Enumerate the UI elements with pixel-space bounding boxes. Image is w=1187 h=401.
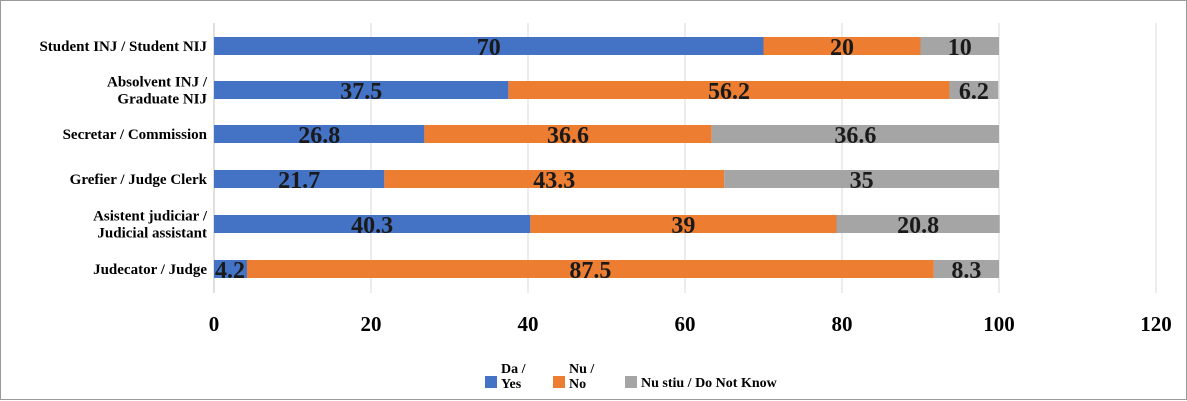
legend-label: Da / Yes (501, 362, 527, 392)
category-label: Absolvent INJ / Graduate NIJ (107, 75, 208, 108)
x-tick-label: 60 (675, 312, 696, 336)
bar-segment (711, 125, 999, 143)
category-label: Grefier / Judge Clerk (70, 172, 208, 188)
bar-segment (214, 215, 531, 233)
x-tick-label: 40 (518, 312, 539, 336)
legend-swatch (625, 376, 637, 388)
data-label: 6.2 (959, 79, 989, 105)
bar-segment (836, 215, 1000, 233)
category-label: Judecator / Judge (93, 262, 207, 278)
bar-segment (246, 260, 934, 278)
bar-segment (424, 125, 712, 143)
legend-label: Nu / No (569, 362, 595, 392)
data-label: 4.2 (215, 258, 245, 284)
bar-segment (920, 37, 999, 55)
gridlines (213, 23, 1157, 293)
bar-segment (933, 260, 999, 278)
x-tick-label: 0 (209, 312, 220, 336)
legend-swatch (485, 376, 497, 388)
data-label: 37.5 (340, 79, 382, 105)
category-label: Secretar / Commission (63, 127, 208, 143)
data-label: 36.6 (834, 123, 876, 149)
bar-segment (724, 170, 999, 188)
data-label: 87.5 (569, 258, 611, 284)
bar-segment (949, 81, 999, 99)
data-label: 56.2 (708, 79, 750, 105)
data-label: 40.3 (351, 213, 393, 239)
bars: 70 20 10 37.5 56.2 6.2 26.8 36.6 36.6 21.7 43.3 35 4… (214, 35, 1000, 284)
data-label: 26.8 (298, 123, 340, 149)
x-tick-label: 120 (1140, 312, 1172, 336)
x-tick-label: 20 (361, 312, 382, 336)
legend: Da / Yes Nu / No Nu stiu / Do Not Know (485, 362, 778, 392)
data-label: 8.3 (951, 258, 981, 284)
data-label: 10 (948, 35, 972, 61)
bar-segment (214, 260, 247, 278)
data-label: 43.3 (533, 168, 575, 194)
data-label: 70 (477, 35, 501, 61)
data-label: 35 (850, 168, 874, 194)
bar-segment (214, 81, 509, 99)
data-label: 20 (830, 35, 854, 61)
legend-swatch (553, 376, 565, 388)
bar-segment (214, 170, 385, 188)
data-label: 39 (671, 213, 695, 239)
bar-segment (763, 37, 921, 55)
data-label: 36.6 (547, 123, 589, 149)
x-axis-ticks: 0 20 40 60 80 100 120 (209, 312, 1172, 336)
bar-segment (384, 170, 725, 188)
bar-segment (530, 215, 837, 233)
category-label: Student INJ / Student NIJ (39, 39, 207, 55)
data-label: 21.7 (278, 168, 320, 194)
x-tick-label: 80 (832, 312, 853, 336)
data-label: 20.8 (897, 213, 939, 239)
x-tick-label: 100 (983, 312, 1015, 336)
category-label: Asistent judiciar / Judicial assistant (93, 209, 208, 242)
bar-segment (214, 125, 425, 143)
bar-segment (214, 37, 764, 55)
category-labels: Student INJ / Student NIJ Absolvent INJ /… (39, 39, 207, 278)
legend-label: Nu stiu / Do Not Know (641, 376, 778, 391)
bar-segment (508, 81, 950, 99)
